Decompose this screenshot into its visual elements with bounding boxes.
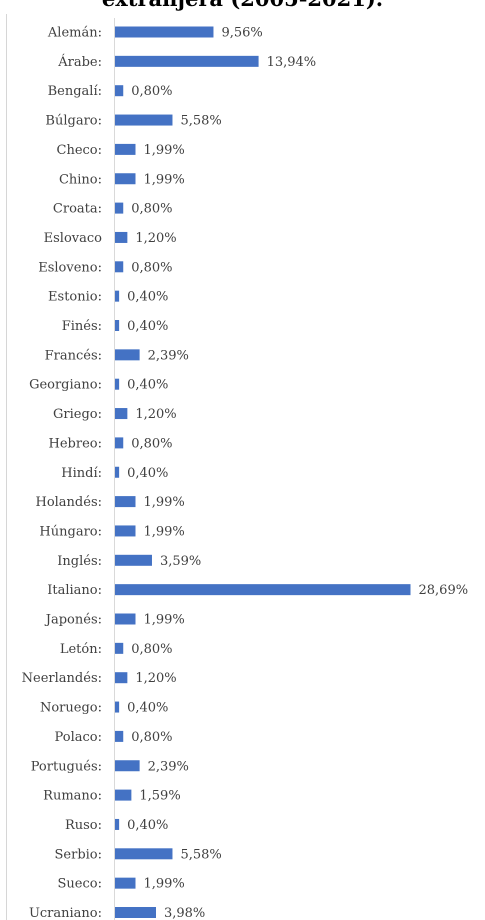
bar [115, 907, 156, 918]
data-label: 1,20% [135, 671, 176, 686]
bar [115, 672, 128, 684]
category-label: Ucraniano: [29, 906, 102, 920]
bar [115, 349, 140, 361]
bar [115, 231, 128, 243]
data-label: 0,80% [131, 260, 172, 275]
data-label: 13,94% [267, 55, 317, 70]
bar [115, 114, 173, 126]
data-label: 0,40% [127, 701, 168, 716]
chart-title: extranjera (2005-2021). [0, 0, 485, 12]
bar [115, 143, 136, 155]
category-label: Búlgaro: [45, 114, 102, 129]
bar [115, 818, 120, 830]
bar [115, 525, 136, 537]
data-label: 0,80% [131, 202, 172, 217]
bar [115, 261, 124, 273]
data-label: 0,40% [127, 378, 168, 393]
bar [115, 290, 120, 302]
category-label: Portugués: [31, 759, 102, 774]
bar [115, 496, 136, 508]
category-label: Serbio: [55, 847, 103, 862]
data-label: 1,20% [135, 231, 176, 246]
data-label: 0,40% [127, 466, 168, 481]
bar [115, 408, 128, 420]
data-label: 0,40% [127, 319, 168, 334]
data-label: 0,80% [131, 730, 172, 745]
category-label: Alemán: [47, 26, 102, 41]
bar [115, 642, 124, 654]
category-label: Croata: [53, 202, 102, 217]
category-label: Árabe: [57, 54, 102, 70]
category-label: Italiano: [47, 583, 102, 598]
bar [115, 730, 124, 742]
category-label: Finés: [62, 319, 102, 334]
data-label: 9,56% [221, 26, 262, 41]
category-label: Inglés: [57, 554, 102, 569]
bar [115, 466, 120, 478]
category-label: Letón: [60, 642, 102, 657]
bar [115, 320, 120, 331]
chart-border-left [6, 14, 7, 920]
category-label: Eslovaco [44, 231, 103, 246]
bar [115, 877, 136, 889]
bar [115, 202, 124, 214]
category-label: Noruego: [40, 701, 102, 716]
category-label: Polaco: [55, 730, 102, 745]
category-label: Chino: [59, 172, 102, 187]
bar [115, 701, 120, 713]
category-label: Esloveno: [38, 260, 102, 275]
data-label: 28,69% [419, 583, 469, 598]
data-label: 1,99% [143, 172, 184, 187]
data-label: 1,99% [143, 613, 184, 628]
data-label: 1,59% [139, 789, 180, 804]
bar [115, 55, 259, 67]
data-label: 0,80% [131, 436, 172, 451]
category-label: Húngaro: [39, 524, 102, 539]
category-label: Griego: [53, 407, 102, 422]
category-label: Hindí: [61, 466, 102, 481]
category-label: Ruso: [65, 818, 102, 833]
data-label: 0,40% [127, 290, 168, 305]
category-label: Sueco: [58, 877, 102, 892]
data-label: 1,20% [135, 407, 176, 422]
bar [115, 584, 411, 596]
category-label: Francés: [45, 348, 102, 363]
data-label: 0,40% [127, 818, 168, 833]
bar [115, 85, 124, 97]
category-label: Japonés: [44, 613, 102, 628]
category-label: Bengalí: [48, 84, 102, 99]
category-label: Estonio: [48, 290, 102, 305]
data-label: 1,99% [143, 143, 184, 158]
category-label: Rumano: [43, 789, 102, 804]
data-label: 3,59% [160, 554, 201, 569]
data-label: 5,58% [180, 847, 221, 862]
data-label: 1,99% [143, 495, 184, 510]
data-label: 2,39% [148, 759, 189, 774]
data-label: 0,80% [131, 84, 172, 99]
bar [115, 613, 136, 625]
bar [115, 173, 136, 185]
data-label: 2,39% [148, 348, 189, 363]
data-label: 1,99% [143, 877, 184, 892]
bar [115, 789, 132, 801]
category-label: Checo: [57, 143, 103, 158]
bar [115, 554, 152, 566]
data-label: 1,99% [143, 524, 184, 539]
bar [115, 848, 173, 860]
category-label: Neerlandés: [22, 671, 102, 686]
data-label: 5,58% [180, 114, 221, 129]
category-label: Georgiano: [29, 378, 102, 393]
bar [115, 760, 140, 772]
category-label: Hebreo: [49, 436, 102, 451]
category-label: Holandés: [35, 495, 102, 510]
bar [115, 437, 124, 449]
data-label: 3,98% [164, 906, 205, 920]
bar [115, 26, 214, 38]
data-label: 0,80% [131, 642, 172, 657]
bar [115, 378, 120, 390]
